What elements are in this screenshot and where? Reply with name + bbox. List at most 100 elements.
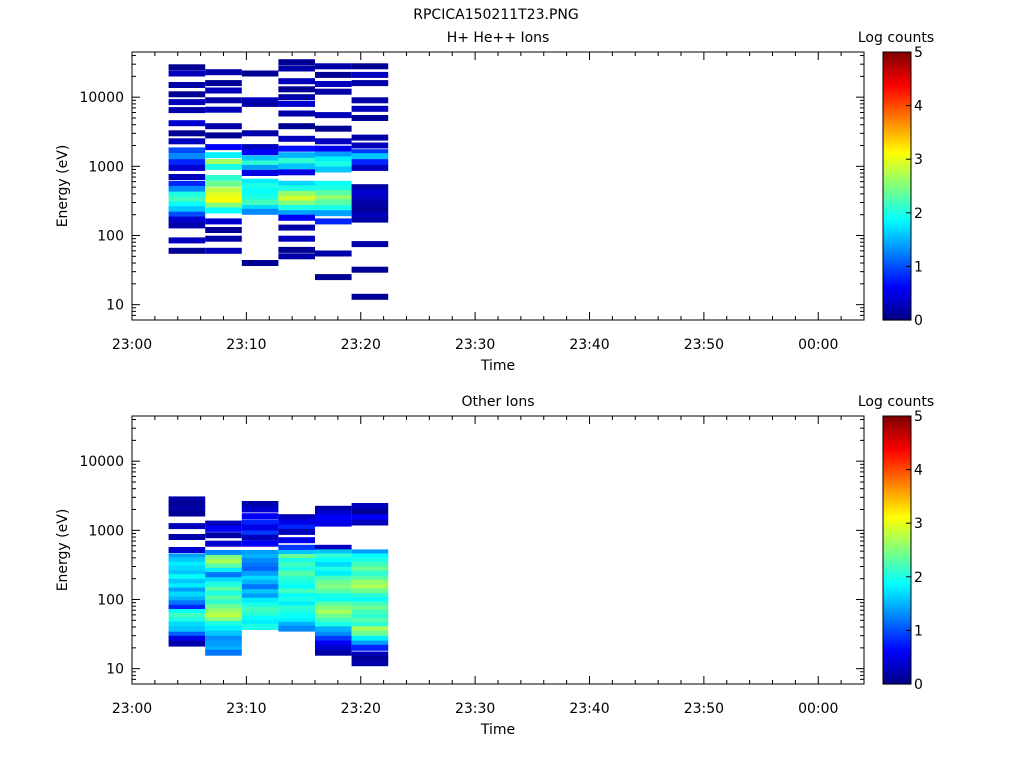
heatmap-cell xyxy=(315,194,352,201)
heatmap-cell xyxy=(351,621,389,628)
heatmap-cell xyxy=(351,605,389,612)
colorbar-segment xyxy=(883,514,911,518)
heatmap-cell xyxy=(241,530,279,537)
heatmap-cell xyxy=(205,123,242,130)
panel-1: H+ He++ Ions 23:00 23:10 23:20 23:30 23:40 23:… xyxy=(55,30,934,374)
colorbar-segment xyxy=(883,114,911,118)
heatmap-cell xyxy=(205,572,242,579)
heatmap-cell xyxy=(315,617,352,624)
colorbar-segment xyxy=(883,469,911,473)
heatmap-cell xyxy=(241,205,279,211)
heatmap-cell xyxy=(205,80,242,87)
colorbar-segment xyxy=(883,183,911,187)
colorbar-tick-label: 1 xyxy=(914,623,923,639)
heatmap-cell xyxy=(205,525,242,532)
colorbar-segment xyxy=(883,648,911,652)
colorbar-segment xyxy=(883,201,911,205)
colorbar-segment xyxy=(883,550,911,553)
heatmap-cell xyxy=(205,69,242,76)
colorbar-segment xyxy=(883,235,911,238)
colorbar-segment xyxy=(883,174,911,178)
colorbar-segment xyxy=(883,630,911,634)
heatmap-cell xyxy=(351,508,389,515)
colorbar-segment xyxy=(883,494,911,497)
colorbar-segment xyxy=(883,603,911,607)
colorbar-segment xyxy=(883,297,911,301)
colorbar-segment xyxy=(883,668,911,672)
colorbar-segment xyxy=(883,628,911,631)
colorbar-segment xyxy=(883,156,911,160)
colorbar-segment xyxy=(883,579,911,582)
colorbar-segment xyxy=(883,512,911,515)
heatmap-cell xyxy=(205,550,242,556)
colorbar-segment xyxy=(883,476,911,480)
heatmap-cell xyxy=(315,515,352,522)
heatmap-cell xyxy=(205,630,242,637)
heatmap-cell xyxy=(241,570,279,577)
heatmap-cell xyxy=(241,524,279,531)
colorbar-segment xyxy=(883,518,911,522)
colorbar-segment xyxy=(883,313,911,317)
heatmap-cell xyxy=(278,625,315,632)
heatmap-cell xyxy=(241,144,279,151)
heatmap-cell xyxy=(168,547,206,553)
y-tick-label: 100 xyxy=(97,228,124,244)
colorbar-tick-label: 4 xyxy=(914,99,923,115)
heatmap-cell xyxy=(278,185,315,192)
colorbar-segment xyxy=(883,659,911,663)
heatmap-cell xyxy=(315,588,352,595)
colorbar-segment xyxy=(883,496,911,500)
heatmap-cell xyxy=(351,613,389,620)
heatmap-cell xyxy=(241,513,279,520)
colorbar-segment xyxy=(883,574,911,578)
heatmap-cell xyxy=(315,520,352,527)
heatmap-cell xyxy=(278,562,315,569)
colorbar-label: Log counts xyxy=(858,30,934,46)
heatmap-cell xyxy=(278,601,315,608)
heatmap-cell xyxy=(351,184,389,191)
colorbar-segment xyxy=(883,255,911,259)
heatmap-cell xyxy=(168,191,206,198)
heatmap-cell xyxy=(205,625,242,632)
heatmap-cell xyxy=(278,195,315,202)
colorbar-segment xyxy=(883,590,911,594)
colorbar-segment xyxy=(883,81,911,84)
colorbar-segment xyxy=(883,451,911,455)
heatmap-cell xyxy=(241,624,279,630)
heatmap-cell xyxy=(205,247,242,254)
heatmap-cell xyxy=(278,575,315,582)
colorbar-segment xyxy=(883,563,911,567)
colorbar-segment xyxy=(883,489,911,493)
heatmap-cell xyxy=(278,597,315,604)
colorbar-segment xyxy=(883,206,911,209)
heatmap-cell xyxy=(241,155,279,162)
heatmap-cell xyxy=(168,99,206,106)
colorbar-segment xyxy=(883,558,911,562)
heatmap-cell xyxy=(205,540,242,547)
x-tick-label: 23:00 xyxy=(112,337,152,353)
heatmap-cell xyxy=(168,640,206,647)
heatmap-cell xyxy=(205,144,242,151)
heatmap-cell xyxy=(205,595,242,602)
heatmap-cell xyxy=(241,194,279,200)
colorbar-segment xyxy=(883,163,911,167)
colorbar-segment xyxy=(883,527,911,531)
colorbar-segment xyxy=(883,219,911,223)
colorbar-segment xyxy=(883,266,911,270)
heatmap-cell xyxy=(278,110,315,117)
heatmap-cell xyxy=(315,597,352,604)
colorbar-segment xyxy=(883,612,911,616)
heatmap-cell xyxy=(315,218,352,225)
colorbar-segment xyxy=(883,498,911,502)
colorbar-segment xyxy=(883,478,911,482)
heatmap-cell xyxy=(168,600,206,607)
colorbar-segment xyxy=(883,458,911,462)
colorbar-segment xyxy=(883,462,911,466)
colorbar-segment xyxy=(883,487,911,491)
heatmap-cell xyxy=(278,613,315,620)
heatmap-cell xyxy=(315,138,352,145)
colorbar-tick-label: 4 xyxy=(914,463,923,479)
colorbar-segment xyxy=(883,217,911,221)
x-tick-label: 23:40 xyxy=(569,337,609,353)
